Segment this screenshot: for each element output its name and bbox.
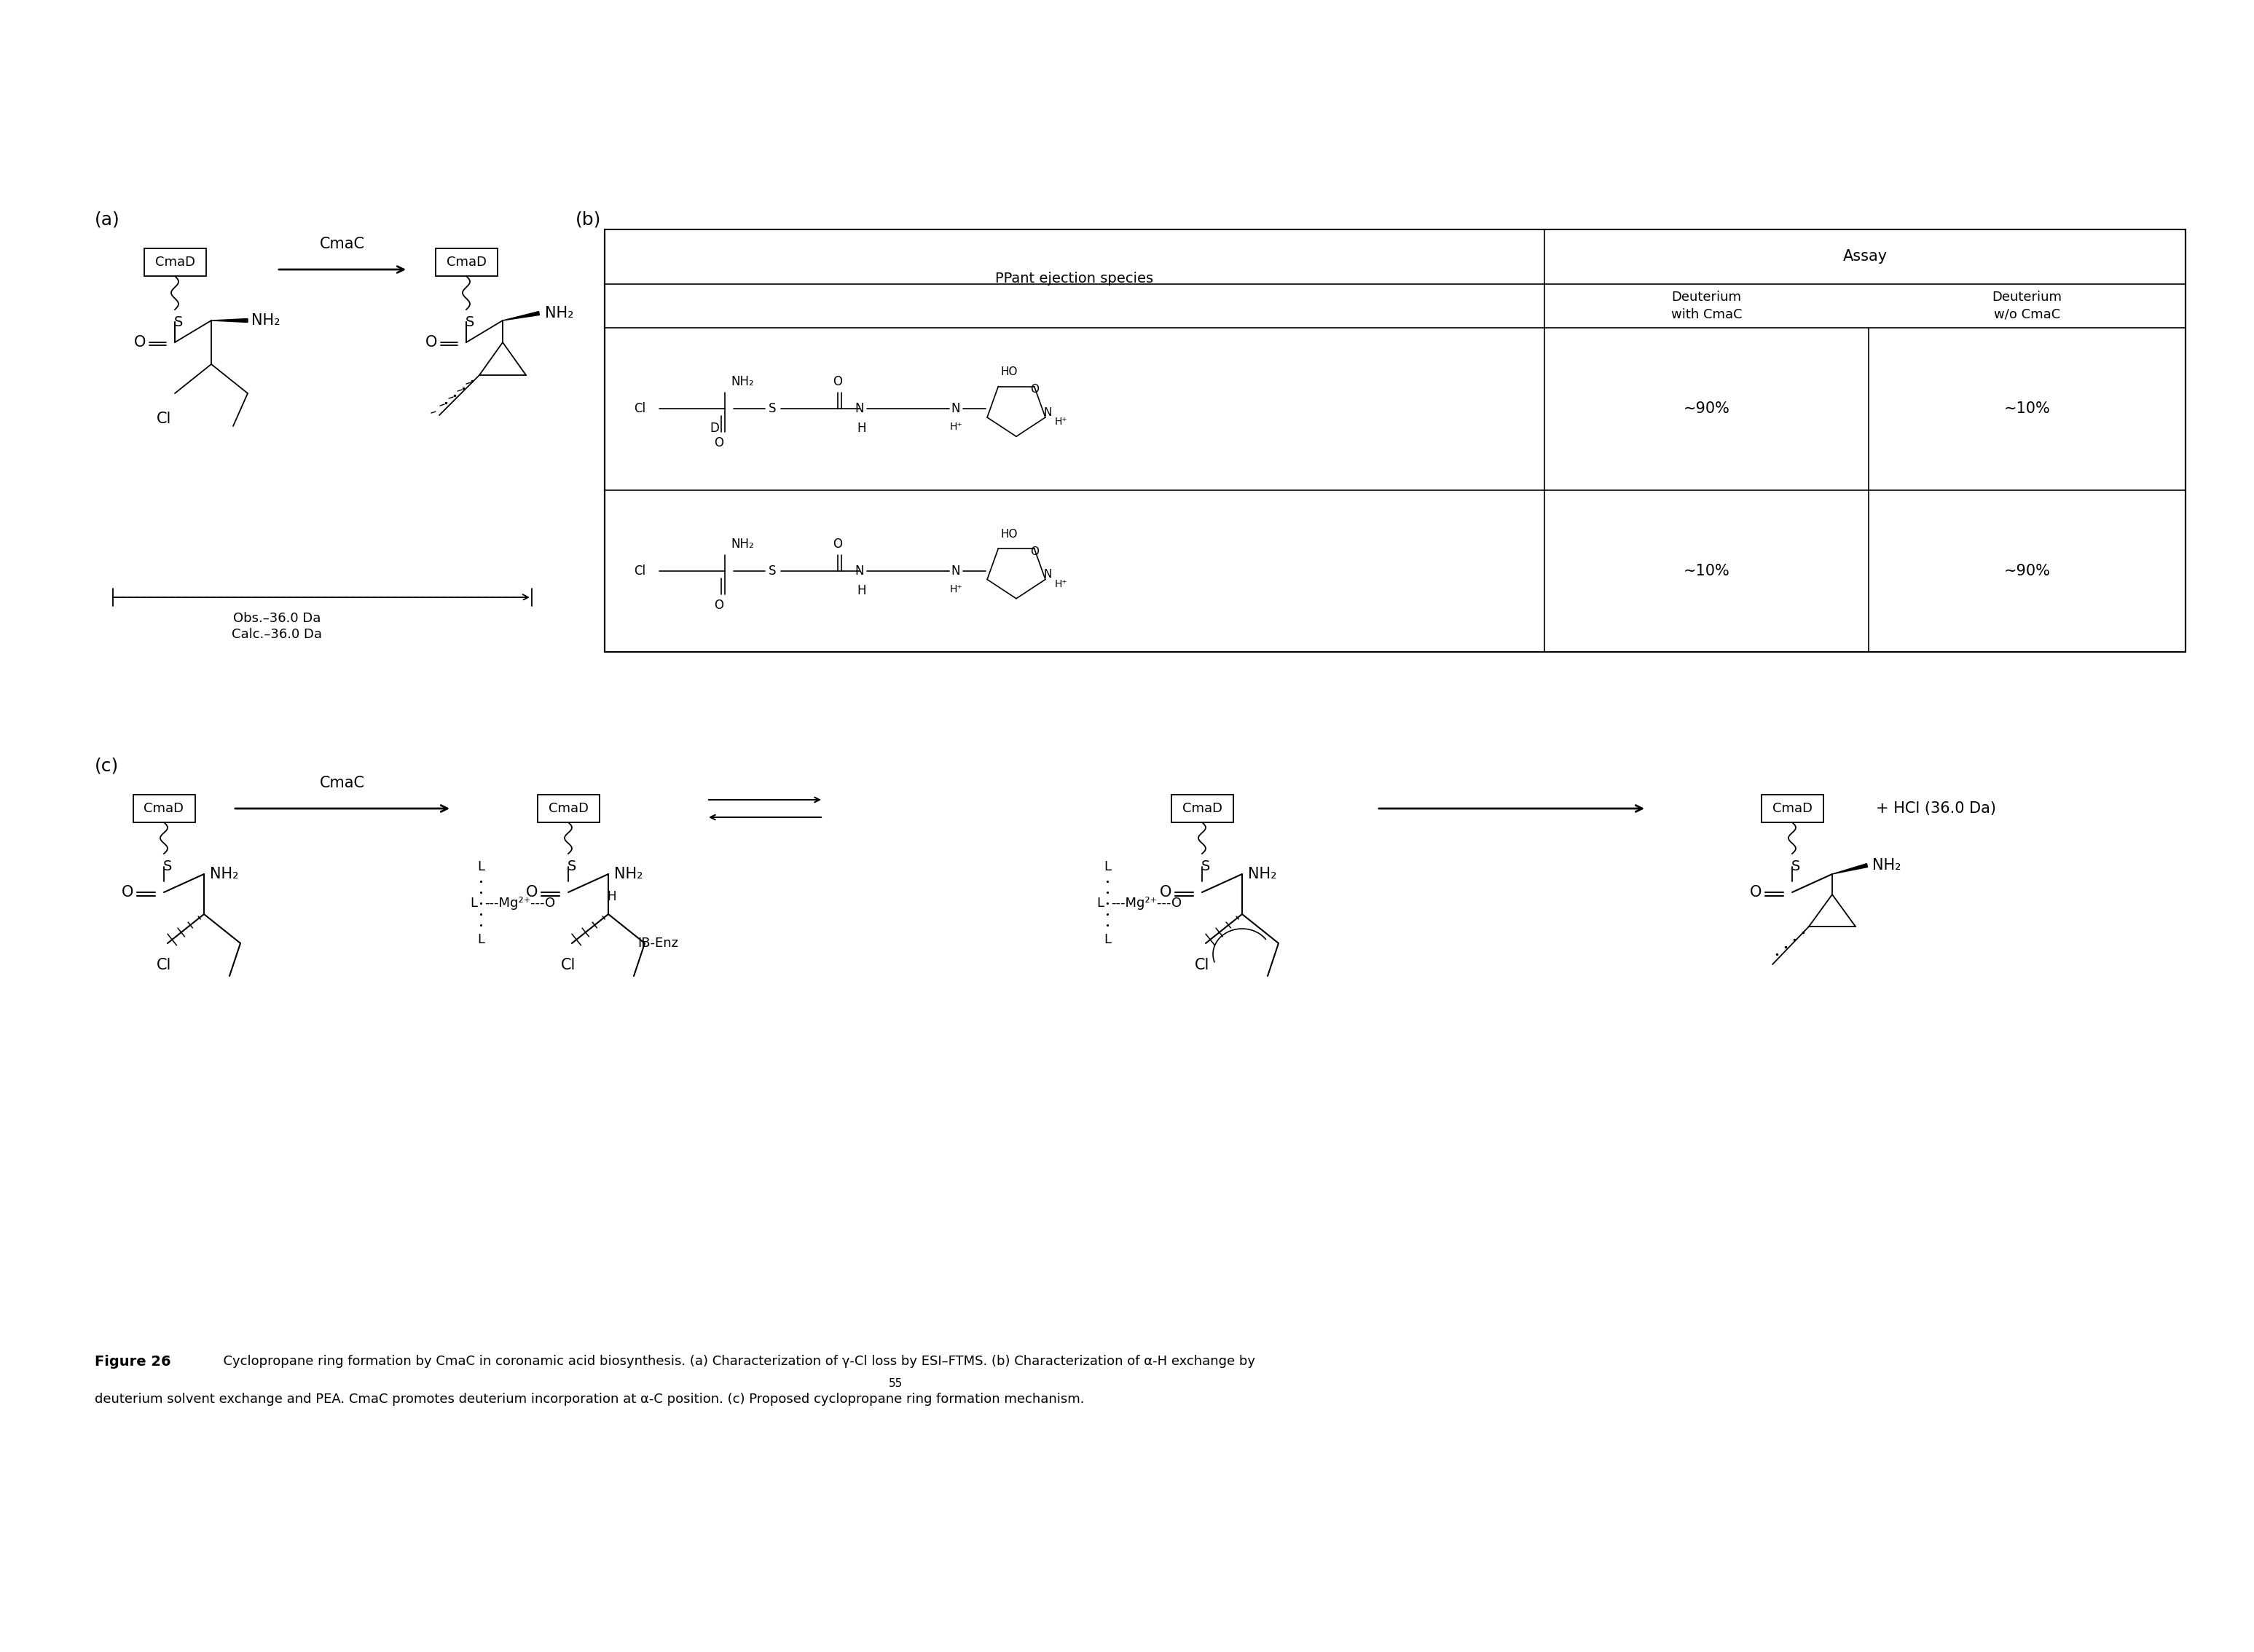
Text: S: S [174,316,183,329]
Polygon shape [1833,864,1869,874]
Text: O: O [834,375,843,388]
Bar [1760,795,1823,823]
Text: (b): (b) [575,211,602,228]
Text: O: O [1749,885,1763,900]
Text: O: O [1159,885,1172,900]
Text: NH₂: NH₂ [730,375,753,388]
Text: 55: 55 [888,1378,904,1389]
Text: CmaC: CmaC [320,236,365,251]
Text: ∼10%: ∼10% [1684,563,1729,578]
Text: O: O [525,885,539,900]
Text: NH₂: NH₂ [730,537,753,550]
Text: L: L [469,897,478,910]
Text: ---Mg²⁺---O: ---Mg²⁺---O [1111,897,1181,910]
Polygon shape [212,319,248,322]
Text: S: S [464,316,473,329]
Text: Figure 26: Figure 26 [95,1355,171,1368]
Text: IB-Enz: IB-Enz [638,937,678,950]
Text: Cl: Cl [156,411,171,426]
Text: CmaD: CmaD [446,256,487,269]
Text: HO: HO [1001,529,1017,540]
Text: N: N [1044,406,1053,418]
Text: S: S [769,401,775,415]
Text: + HCl (36.0 Da): + HCl (36.0 Da) [1875,801,1997,816]
Text: S: S [568,859,577,874]
Bar [1172,795,1233,823]
Text: Cyclopropane ring formation by CmaC in coronamic acid biosynthesis. (a) Characte: Cyclopropane ring formation by CmaC in c… [214,1355,1255,1368]
Text: Cl: Cl [1195,958,1210,973]
Text: L: L [478,933,485,947]
Bar [133,795,194,823]
Text: ∼10%: ∼10% [2004,401,2051,416]
Text: L: L [1104,933,1111,947]
Bar [435,248,498,276]
Text: N: N [854,565,863,578]
Text: H⁺: H⁺ [1055,416,1068,426]
Text: H⁺: H⁺ [949,421,962,433]
Text: Deuterium
w/o CmaC: Deuterium w/o CmaC [1993,291,2062,320]
Text: Cl: Cl [633,565,645,578]
Bar [536,795,600,823]
Text: Assay: Assay [1844,249,1887,264]
Text: O: O [834,537,843,550]
Text: Cl: Cl [156,958,171,973]
Text: NH₂: NH₂ [613,867,642,882]
Text: CmaD: CmaD [1181,801,1222,814]
Text: Cl: Cl [633,401,645,415]
Text: H⁺: H⁺ [1055,578,1068,590]
Text: ∼90%: ∼90% [1684,401,1729,416]
Text: NH₂: NH₂ [1249,867,1276,882]
Text: ---Mg²⁺---O: ---Mg²⁺---O [485,897,554,910]
Text: PPant ejection species: PPant ejection species [996,271,1154,286]
Text: O: O [1030,547,1039,557]
Text: NH₂: NH₂ [210,867,239,882]
Text: O: O [426,335,437,350]
Text: O: O [715,436,724,449]
Text: N: N [951,565,960,578]
Text: D: D [710,421,719,434]
Text: (a): (a) [95,211,119,228]
Text: CmaD: CmaD [144,801,185,814]
Text: H: H [606,890,618,904]
Bar [144,248,205,276]
Text: Calc.–36.0 Da: Calc.–36.0 Da [232,628,322,641]
Text: NH₂: NH₂ [545,306,575,320]
Text: S: S [769,565,775,578]
Text: Obs.–36.0 Da: Obs.–36.0 Da [232,611,320,624]
Text: O: O [122,885,133,900]
Text: H: H [857,585,866,596]
Text: O: O [133,335,147,350]
Text: N: N [854,401,863,415]
Text: L: L [478,861,485,874]
Text: H⁺: H⁺ [949,585,962,595]
Text: O: O [715,598,724,611]
Text: deuterium solvent exchange and PEA. CmaC promotes deuterium incorporation at α-C: deuterium solvent exchange and PEA. CmaC… [95,1393,1084,1406]
Text: NH₂: NH₂ [252,314,279,327]
Text: Deuterium
with CmaC: Deuterium with CmaC [1670,291,1742,320]
Polygon shape [503,312,539,320]
Bar [604,230,2186,653]
Text: CmaD: CmaD [548,801,588,814]
Text: CmaD: CmaD [1772,801,1812,814]
Text: N: N [1044,568,1053,580]
Text: S: S [1201,859,1210,874]
Text: CmaC: CmaC [320,776,365,790]
Text: S: S [1792,859,1801,874]
Text: CmaD: CmaD [156,256,194,269]
Text: L: L [1095,897,1104,910]
Text: (c): (c) [95,758,119,775]
Text: Cl: Cl [561,958,575,973]
Text: NH₂: NH₂ [1873,857,1900,872]
Text: ∼90%: ∼90% [2004,563,2051,578]
Text: H: H [857,421,866,434]
Text: HO: HO [1001,367,1017,378]
Text: S: S [162,859,171,874]
Text: N: N [951,401,960,415]
Text: O: O [1030,383,1039,395]
Text: L: L [1104,861,1111,874]
